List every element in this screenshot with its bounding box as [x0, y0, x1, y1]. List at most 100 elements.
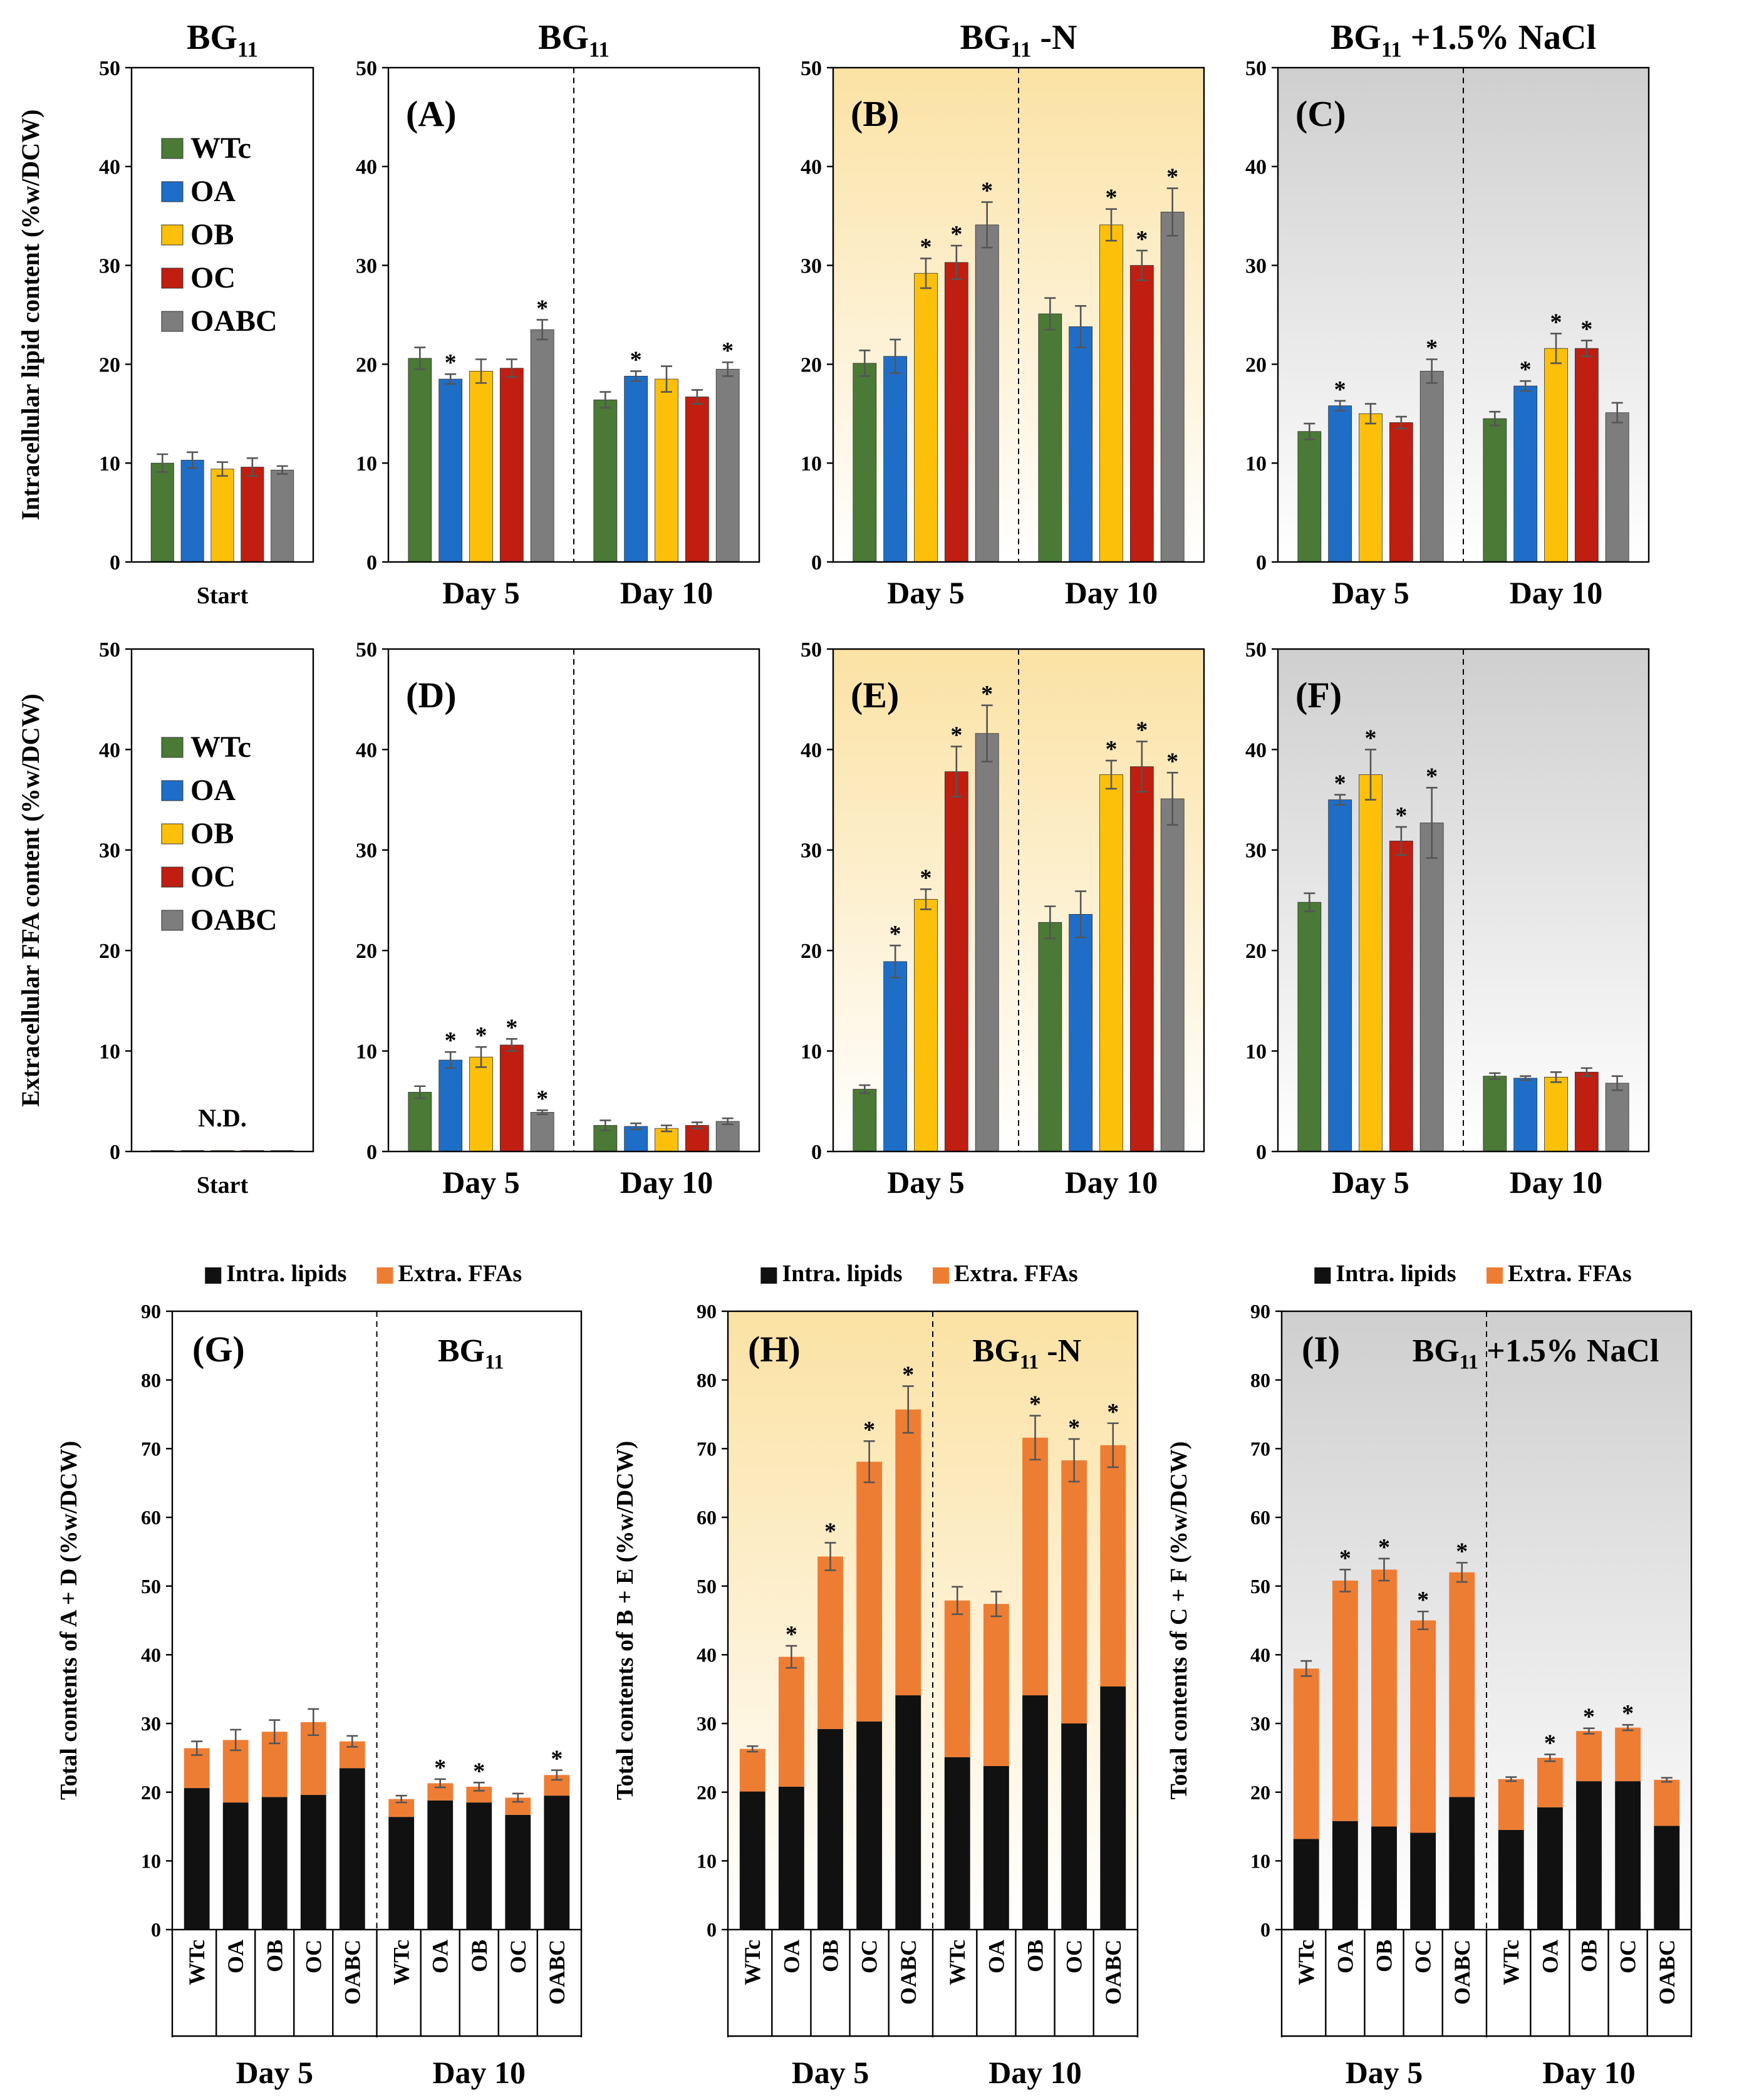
- significance-star: *: [1580, 316, 1592, 343]
- bar-OABC: [975, 224, 999, 563]
- bar-extra-OA: [1332, 1580, 1358, 1821]
- y-tick-label: 0: [811, 551, 822, 574]
- y-tick-label: 50: [1245, 57, 1267, 80]
- bar-OA: [438, 1059, 463, 1152]
- panel-letter: (I): [1302, 1329, 1340, 1370]
- x-group-label: Start: [197, 1172, 249, 1198]
- panel-letter: (G): [192, 1329, 245, 1370]
- bar-OABC: [530, 329, 554, 563]
- significance-star: *: [434, 1755, 446, 1781]
- y-tick-label: 40: [356, 739, 377, 762]
- y-tick-label: 10: [1245, 452, 1267, 476]
- significance-star: *: [950, 221, 962, 247]
- x-category-label: OC: [301, 1940, 326, 1973]
- bar-OB: [469, 1056, 493, 1152]
- y-tick-label: 20: [1250, 1781, 1270, 1804]
- significance-star: *: [950, 722, 962, 749]
- bar-OABC: [271, 469, 294, 563]
- title-subscript: 11: [1381, 37, 1402, 61]
- bar-OC: [944, 262, 968, 563]
- x-group-label: Day 10: [1510, 575, 1603, 610]
- panel-G: 0 10 20 30 40 50 60 70 80 90 Total contents of A +…: [56, 1261, 583, 2090]
- panel-letter: (D): [406, 675, 457, 715]
- plot-frame: [1277, 648, 1650, 1153]
- significance-star: *: [506, 1014, 517, 1041]
- bar-intra-WTc: [739, 1791, 765, 1930]
- y-axis-title: Intracellular lipid content (%w/DCW): [16, 110, 44, 521]
- significance-star: *: [1395, 803, 1407, 829]
- bar-OB: [1544, 1076, 1568, 1152]
- bar-intra-OA: [222, 1802, 249, 1930]
- panel-title: BG11: [187, 18, 258, 61]
- bar-WTc: [408, 1091, 432, 1152]
- y-tick-label: 10: [697, 1850, 717, 1873]
- y-tick-label: 30: [99, 255, 120, 278]
- legend-label-intra: Intra. lipids: [782, 1261, 902, 1287]
- x-group-label: Day 10: [1065, 575, 1158, 610]
- x-category-label: OB: [818, 1940, 843, 1972]
- panel-letter: (F): [1295, 675, 1342, 715]
- bar-intra-OC: [1061, 1723, 1087, 1930]
- legend-swatch-OA: [161, 181, 184, 202]
- y-tick-label: 40: [99, 156, 120, 179]
- bar-OA: [1328, 799, 1352, 1152]
- x-group-label: Day 5: [792, 2055, 869, 2090]
- bar-WTc: [150, 462, 174, 563]
- y-tick-label: 50: [356, 57, 377, 80]
- legend-swatch-intra: [1314, 1267, 1331, 1284]
- significance-star: *: [473, 1758, 485, 1784]
- legend-swatch-OC: [161, 866, 184, 888]
- bar-extra-WTc: [944, 1600, 970, 1757]
- legend-swatch-WTc: [161, 737, 184, 758]
- plot-frame: [130, 66, 314, 563]
- bar-OB: [210, 469, 234, 563]
- x-category-label: OB: [467, 1940, 492, 1972]
- legend-label-OB: OB: [190, 817, 234, 850]
- y-axis-title: Total contents of B + E (%w/DCW): [612, 1441, 638, 1800]
- panel-B: 0 10 20 30 40 50 BG11 -N * * * Day 5 * * * Day 10 (B): [801, 18, 1205, 610]
- bar-extra-OABC: [1449, 1572, 1475, 1797]
- bar-extra-OB: [1022, 1437, 1048, 1696]
- y-tick-label: 0: [110, 551, 120, 574]
- title-base: BG: [538, 18, 589, 57]
- bar-OC: [685, 1125, 709, 1152]
- y-tick-label: 20: [1245, 940, 1267, 963]
- y-tick-label: 0: [366, 551, 377, 574]
- legend-label-intra: Intra. lipids: [1336, 1261, 1456, 1287]
- x-category-label: OABC: [1654, 1940, 1679, 2005]
- significance-star: *: [445, 1027, 457, 1054]
- y-tick-label: 50: [141, 1575, 161, 1598]
- bar-intra-OABC: [1449, 1797, 1475, 1930]
- y-tick-label: 0: [1256, 1141, 1267, 1164]
- x-category-label: OA: [223, 1940, 248, 1973]
- bar-intra-OC: [856, 1721, 883, 1930]
- title-subscript: 11: [485, 1350, 504, 1373]
- bar-extra-OA: [983, 1604, 1009, 1766]
- bar-OABC: [1160, 211, 1185, 563]
- y-tick-label: 30: [801, 255, 822, 278]
- y-tick-label: 80: [141, 1369, 161, 1391]
- title-subscript: 11: [589, 37, 610, 61]
- y-axis-title: Extracellular FFA content (%w/DCW): [16, 694, 44, 1107]
- title-subscript: 11: [1020, 1350, 1039, 1373]
- significance-star: *: [920, 865, 932, 891]
- bar-OABC: [1605, 412, 1629, 563]
- plot-frame: [387, 66, 760, 563]
- bar-intra-OABC: [339, 1768, 365, 1930]
- y-tick-label: 40: [141, 1644, 161, 1666]
- bar-OABC: [975, 733, 999, 1152]
- legend-label-OC: OC: [190, 860, 236, 893]
- panel-start-intra: 0 10 20 30 40 50 Intracellular lipid content (…: [16, 18, 314, 609]
- legend-swatch-OA: [161, 780, 184, 801]
- title-rest: -N: [1031, 18, 1077, 57]
- y-tick-label: 10: [801, 1041, 822, 1064]
- panel-title: BG11 -N: [960, 18, 1077, 61]
- x-category-label: OC: [506, 1940, 531, 1973]
- bar-intra-OA: [1537, 1807, 1563, 1930]
- y-tick-label: 10: [1245, 1041, 1267, 1064]
- y-tick-label: 40: [801, 156, 822, 179]
- significance-star: *: [1029, 1391, 1041, 1418]
- significance-star: *: [1334, 771, 1346, 797]
- x-category-label: OABC: [896, 1940, 921, 2005]
- legend-label-OA: OA: [190, 175, 236, 208]
